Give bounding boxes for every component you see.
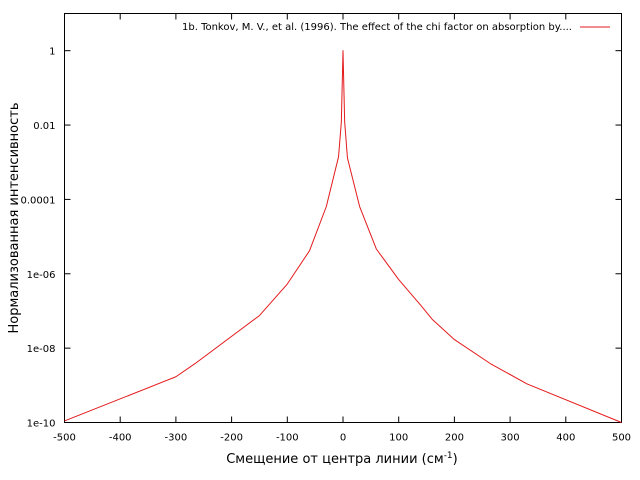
x-tick-label: -500: [53, 433, 76, 444]
plot-frame: [64, 13, 622, 423]
x-axis-ticks: -500 -400 -300 -200 -100 0 100 200 300 400 500: [53, 13, 631, 444]
y-axis-ticks: 1e-10 1e-08 1e-06 0.0001 0.01 1: [21, 47, 622, 430]
y-tick-label: 1: [49, 47, 55, 58]
x-tick-label: -200: [220, 433, 243, 444]
series-line: [64, 50, 622, 423]
y-tick-label: 1e-10: [27, 419, 56, 430]
legend: 1b. Tonkov, M. V., et al. (1996). The ef…: [182, 22, 610, 33]
y-tick-label: 0.01: [33, 121, 55, 132]
x-tick-label: 0: [340, 433, 346, 444]
legend-label: 1b. Tonkov, M. V., et al. (1996). The ef…: [182, 22, 572, 33]
x-tick-label: 500: [612, 433, 631, 444]
x-tick-label: -100: [276, 433, 299, 444]
x-axis-title: Смещение от центра линии (см-1): [226, 451, 458, 467]
y-tick-label: 1e-08: [27, 344, 56, 355]
y-axis-title: Нормализованная интенсивность: [7, 102, 22, 333]
x-tick-label: -400: [109, 433, 132, 444]
x-tick-label: -300: [165, 433, 188, 444]
series-layer: [64, 50, 622, 423]
x-tick-label: 400: [556, 433, 575, 444]
x-tick-label: 300: [501, 433, 520, 444]
y-tick-label: 1e-06: [27, 270, 56, 281]
x-tick-label: 200: [445, 433, 464, 444]
y-tick-label: 0.0001: [21, 195, 56, 206]
x-tick-label: 100: [389, 433, 408, 444]
